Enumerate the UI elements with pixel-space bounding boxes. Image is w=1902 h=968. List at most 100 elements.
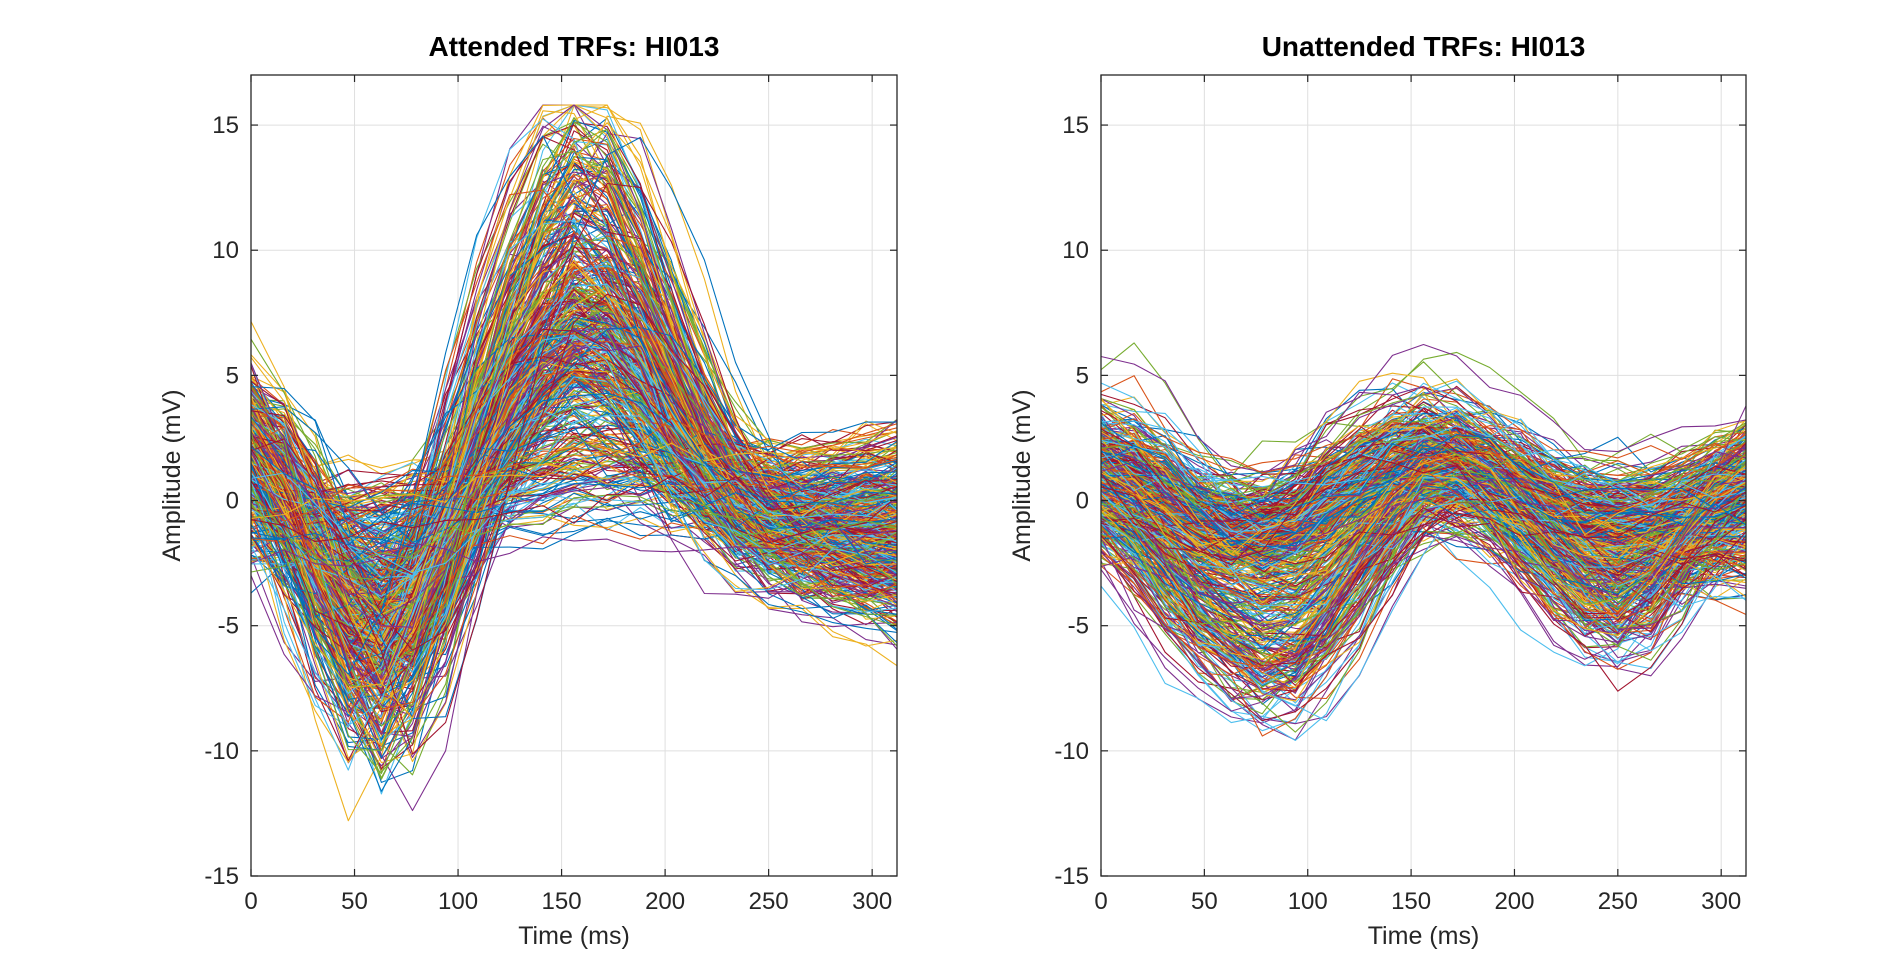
unattended-ticks: 0 50 100 150 200 250 300 -15 -10 -5 0 5 10 15 [1054, 75, 1746, 915]
unattended-trf-series [1100, 473, 1747, 525]
unattended-trf-series [1100, 485, 1747, 656]
attended-x-axis-label: Time (ms) [518, 922, 630, 950]
unattended-x-tick-label: 100 [1288, 888, 1328, 915]
attended-y-tick-label: 15 [212, 112, 239, 139]
unattended-trf-series [1100, 397, 1747, 555]
unattended-trf-series [1100, 518, 1747, 690]
attended-x-tick-label: 50 [341, 888, 368, 915]
unattended-trf-series [1100, 487, 1747, 612]
attended-trf-series [250, 371, 898, 524]
unattended-y-tick-label: 0 [1076, 488, 1089, 515]
attended-trf-series [250, 444, 898, 526]
unattended-y-tick-label: -10 [1054, 738, 1089, 765]
attended-trf-series [250, 329, 898, 679]
unattended-trf-series [1100, 434, 1747, 526]
unattended-x-tick-label: 200 [1494, 888, 1534, 915]
attended-trf-series [250, 136, 898, 762]
attended-y-tick-label: -5 [218, 613, 239, 640]
unattended-trf-series [1100, 479, 1747, 627]
unattended-trf-series [1100, 444, 1747, 631]
attended-trf-series [250, 392, 898, 549]
unattended-trf-series [1100, 439, 1747, 531]
unattended-trf-panel: 0 50 100 150 200 250 300 -15 -10 -5 0 5 10 15 Unatten… [1008, 31, 1747, 950]
attended-trf-series [250, 219, 898, 694]
attended-x-tick-label: 300 [852, 888, 892, 915]
attended-trf-series [250, 415, 898, 574]
attended-axes-frame [250, 74, 898, 877]
unattended-trf-series [1100, 343, 1747, 473]
unattended-y-tick-label: -5 [1068, 613, 1089, 640]
attended-trf-series [250, 135, 898, 675]
attended-trf-series [250, 122, 898, 719]
unattended-axes-frame [1100, 74, 1747, 877]
attended-trf-series [250, 475, 898, 565]
unattended-traces [1100, 342, 1747, 741]
attended-trf-series [250, 316, 898, 591]
attended-trf-series [250, 328, 898, 660]
unattended-trf-series [1100, 445, 1747, 540]
unattended-trf-series [1100, 473, 1747, 722]
attended-trf-series [250, 419, 898, 504]
unattended-x-tick-label: 300 [1701, 888, 1741, 915]
attended-trf-series [250, 265, 898, 673]
unattended-x-tick-label: 50 [1191, 888, 1218, 915]
attended-trf-series [250, 273, 898, 689]
attended-chart-title: Attended TRFs: HI013 [429, 31, 720, 62]
unattended-chart-title: Unattended TRFs: HI013 [1262, 31, 1586, 62]
attended-traces [250, 104, 898, 822]
attended-ticks: 0 50 100 150 200 250 300 -15 -10 -5 0 5 10 15 [204, 75, 897, 915]
attended-trf-panel: 0 50 100 150 200 250 300 -15 -10 -5 0 5 10 15 Attende… [158, 31, 898, 950]
attended-trf-series [250, 171, 898, 736]
unattended-trf-series [1100, 520, 1747, 660]
unattended-trf-series [1100, 440, 1747, 521]
attended-trf-series [250, 427, 898, 515]
unattended-trf-series [1100, 418, 1747, 507]
unattended-trf-series [1100, 423, 1747, 522]
unattended-y-axis-label: Amplitude (mV) [1008, 389, 1036, 561]
attended-trf-series [250, 259, 898, 613]
attended-trf-series [250, 417, 898, 522]
unattended-trf-series [1100, 433, 1747, 647]
attended-trf-series [250, 293, 898, 651]
attended-trf-series [250, 447, 898, 519]
attended-trf-series [250, 254, 898, 710]
attended-trf-series [250, 128, 898, 727]
attended-trf-series [250, 334, 898, 727]
attended-trf-series [250, 318, 898, 606]
attended-trf-series [250, 373, 898, 635]
attended-trf-series [250, 234, 898, 628]
attended-x-tick-label: 250 [749, 888, 789, 915]
attended-trf-series [250, 339, 898, 717]
attended-trf-series [250, 529, 898, 567]
attended-trf-series [250, 404, 898, 616]
attended-y-axis-label: Amplitude (mV) [158, 389, 186, 561]
unattended-trf-series [1100, 500, 1747, 686]
unattended-trf-series [1100, 482, 1747, 688]
attended-y-tick-label: 10 [212, 237, 239, 264]
unattended-x-axis-label: Time (ms) [1368, 922, 1480, 950]
unattended-trf-series [1100, 393, 1747, 496]
attended-trf-series [250, 430, 898, 524]
unattended-trf-series [1100, 433, 1747, 539]
attended-trf-series [250, 478, 898, 526]
attended-trf-series [250, 435, 898, 581]
attended-trf-series [250, 121, 898, 780]
attended-y-tick-label: -10 [204, 738, 239, 765]
attended-trf-series [250, 136, 898, 720]
attended-trf-series [250, 420, 898, 529]
unattended-trf-series [1100, 455, 1747, 561]
attended-trf-series [250, 326, 898, 543]
unattended-x-tick-label: 250 [1598, 888, 1638, 915]
attended-trf-series [250, 378, 898, 630]
unattended-trf-series [1100, 477, 1747, 623]
attended-trf-series [250, 406, 898, 600]
attended-trf-series [250, 336, 898, 658]
attended-x-tick-label: 200 [645, 888, 685, 915]
attended-trf-series [250, 370, 898, 582]
unattended-trf-series [1100, 382, 1747, 519]
attended-trf-series [250, 324, 898, 602]
unattended-trf-series [1100, 446, 1747, 548]
unattended-y-tick-label: 5 [1076, 362, 1089, 389]
unattended-y-tick-label: 10 [1062, 237, 1089, 264]
